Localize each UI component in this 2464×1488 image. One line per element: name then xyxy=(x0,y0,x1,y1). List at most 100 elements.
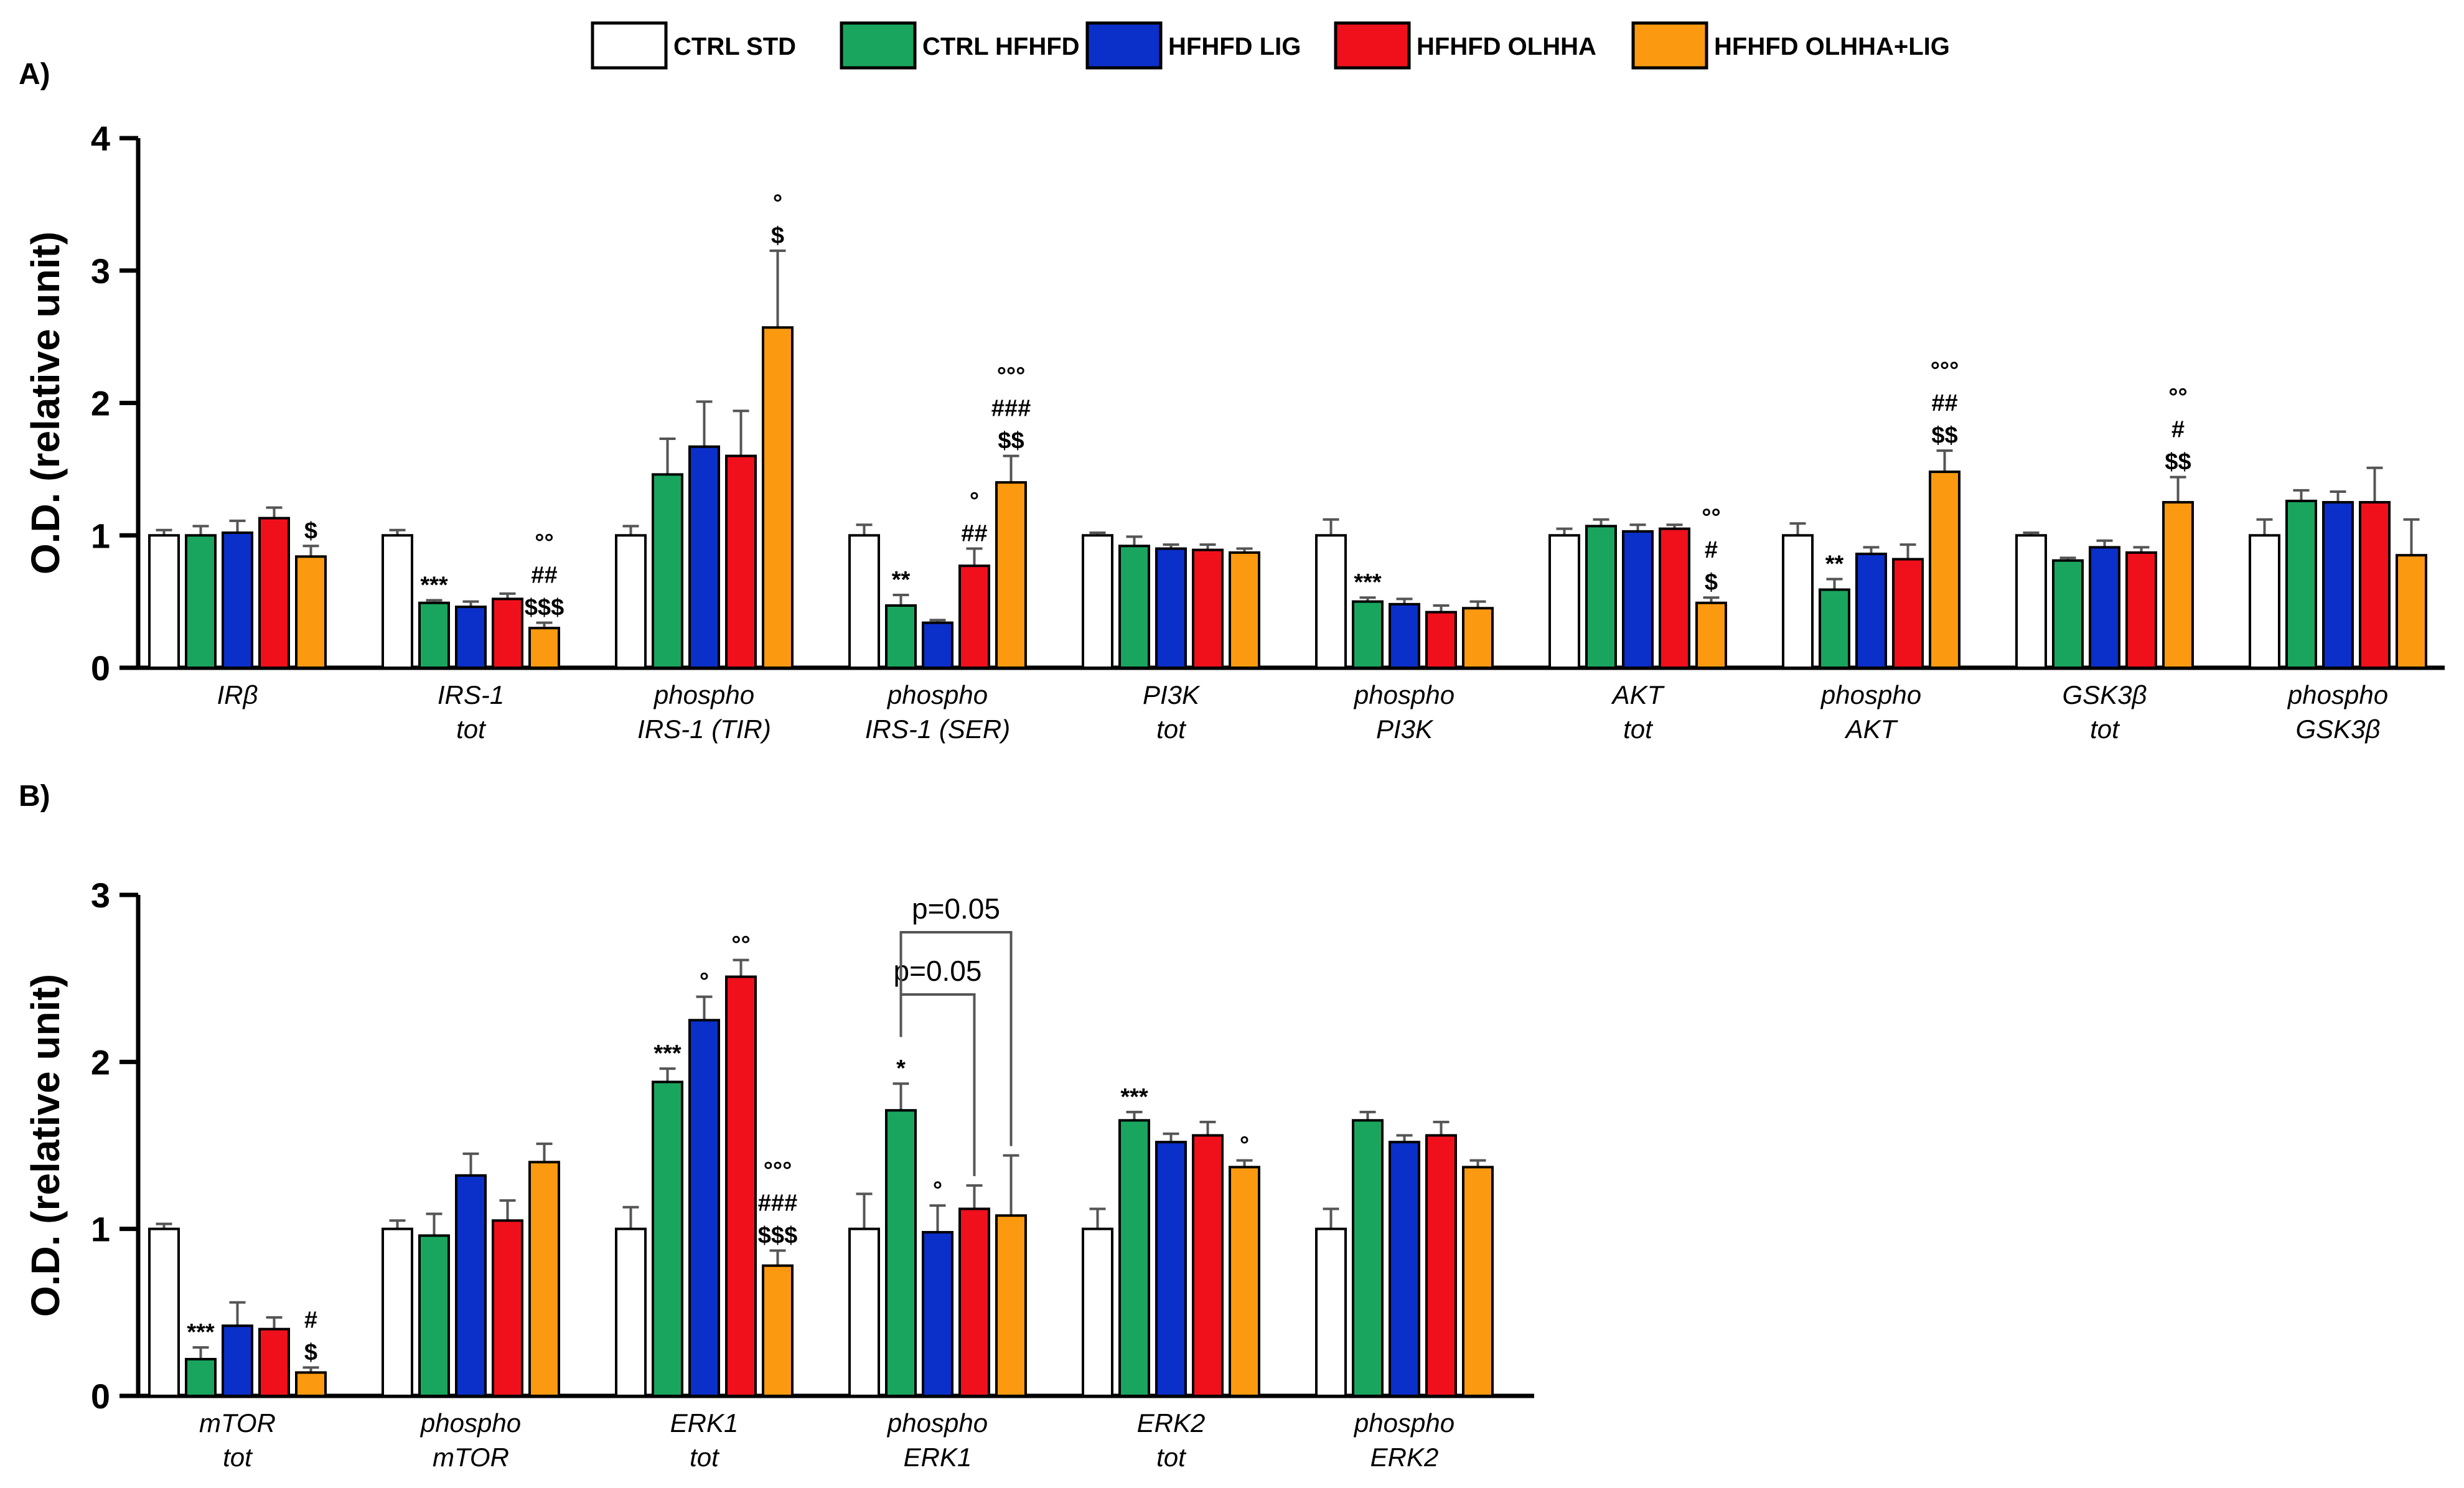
bar xyxy=(1585,525,1617,669)
bar xyxy=(1155,547,1187,670)
x-tick-label: mTOR xyxy=(199,1408,276,1438)
panel-label: A) xyxy=(19,58,50,91)
bar xyxy=(1782,534,1814,669)
y-tick-label: 1 xyxy=(91,516,110,555)
bar xyxy=(418,1234,450,1398)
bar xyxy=(922,1231,953,1397)
y-tick-label: 2 xyxy=(91,1042,110,1082)
x-tick-label: phospho xyxy=(1820,680,1921,709)
bar xyxy=(688,1019,720,1397)
bar xyxy=(2249,534,2280,669)
x-tick-label: IRS-1 xyxy=(438,680,504,709)
significance-marker: $$ xyxy=(1931,423,1957,449)
x-tick-label: tot xyxy=(690,1443,720,1472)
x-tick-label: ERK2 xyxy=(1137,1408,1206,1438)
bar xyxy=(615,534,647,669)
bar xyxy=(848,1227,880,1397)
x-tick-label: phospho xyxy=(886,680,988,709)
bar xyxy=(1695,601,1727,669)
significance-marker: $ xyxy=(304,518,317,544)
significance-marker: ## xyxy=(1931,390,1957,416)
bar xyxy=(1389,1141,1420,1397)
x-tick-label: ERK1 xyxy=(904,1443,972,1472)
bar xyxy=(1855,553,1887,669)
bar xyxy=(528,627,560,669)
bar xyxy=(1082,534,1113,669)
bar xyxy=(2052,559,2084,669)
bar xyxy=(258,1327,290,1398)
panel-a-chart: A) O.D. (relative unit) 0 1 2 3 4 IRβ IRS-1 tot ph… xyxy=(19,58,2445,744)
x-tick-label: phospho xyxy=(2287,680,2388,709)
x-tick-label: AKT xyxy=(1844,714,1899,744)
y-tick-label: 0 xyxy=(91,1377,110,1416)
x-tick-label: PI3K xyxy=(1143,680,1201,709)
bar xyxy=(652,473,683,669)
bar xyxy=(2285,499,2317,669)
bar xyxy=(528,1161,560,1398)
bar xyxy=(2359,501,2391,669)
significance-marker: ° xyxy=(970,489,979,515)
significance-marker: $ xyxy=(304,1339,317,1365)
significance-marker: °°° xyxy=(764,1158,792,1184)
bar xyxy=(1462,1166,1494,1397)
bar xyxy=(995,1214,1027,1397)
significance-marker: ### xyxy=(991,396,1031,422)
x-tick-label: tot xyxy=(223,1443,253,1472)
bar xyxy=(1118,1119,1150,1397)
y-axis-label: O.D. (relative unit) xyxy=(23,232,68,574)
significance-marker: ## xyxy=(961,521,987,547)
comparison-bracket xyxy=(899,931,1013,1146)
significance-marker: °° xyxy=(1702,505,1720,531)
significance-marker: °° xyxy=(535,530,553,556)
y-tick-label: 0 xyxy=(91,648,110,688)
x-tick-label: IRβ xyxy=(217,680,258,709)
significance-marker: °°° xyxy=(997,363,1026,390)
y-tick-label: 3 xyxy=(91,876,110,915)
bar xyxy=(1315,534,1347,669)
bar xyxy=(995,481,1027,670)
bar xyxy=(1082,1227,1113,1397)
significance-marker: $$$ xyxy=(758,1223,797,1249)
significance-marker: ° xyxy=(773,190,782,217)
legend-swatch xyxy=(1334,21,1411,70)
significance-marker: °° xyxy=(2168,385,2187,411)
significance-marker: ° xyxy=(1240,1133,1249,1159)
bar xyxy=(1229,1166,1260,1397)
bar xyxy=(1548,534,1580,669)
x-tick-label: AKT xyxy=(1611,680,1665,709)
legend-label: HFHFD OLHHA+LIG xyxy=(1714,33,1950,60)
y-tick-label: 2 xyxy=(91,384,110,423)
significance-marker: ° xyxy=(933,1177,942,1204)
bar xyxy=(762,1264,794,1397)
x-tick-label: tot xyxy=(1156,1443,1187,1472)
bar xyxy=(222,531,253,669)
legend-swatch xyxy=(840,21,917,70)
panel-label: B) xyxy=(19,780,50,813)
x-tick-label: GSK3β xyxy=(2062,680,2147,709)
significance-marker: *** xyxy=(187,1319,215,1345)
comparison-p-value: p=0.05 xyxy=(894,955,982,987)
bar xyxy=(725,454,757,669)
bar xyxy=(258,517,290,670)
x-tick-label: mTOR xyxy=(433,1443,509,1472)
x-tick-label: tot xyxy=(1156,714,1187,744)
significance-marker: °° xyxy=(731,932,750,958)
bar xyxy=(382,1227,413,1397)
bar xyxy=(1659,527,1690,669)
bar xyxy=(2015,534,2047,669)
significance-marker: $ xyxy=(1705,569,1718,596)
legend-label: CTRL STD xyxy=(673,33,796,60)
y-tick-label: 1 xyxy=(91,1210,110,1249)
x-tick-label: phospho xyxy=(653,680,754,709)
bar xyxy=(1192,1134,1224,1398)
legend: CTRL STD CTRL HFHFD HFHFD LIG HFHFD OLHHA HF… xyxy=(591,21,1950,70)
bar xyxy=(1462,607,1494,670)
bar xyxy=(222,1324,253,1398)
bar xyxy=(185,1357,217,1397)
bar xyxy=(762,326,794,669)
bar xyxy=(922,621,953,669)
bar xyxy=(2322,501,2354,669)
x-tick-label: phospho xyxy=(1353,680,1455,709)
bar xyxy=(1622,530,1654,669)
significance-marker: # xyxy=(2171,417,2185,443)
